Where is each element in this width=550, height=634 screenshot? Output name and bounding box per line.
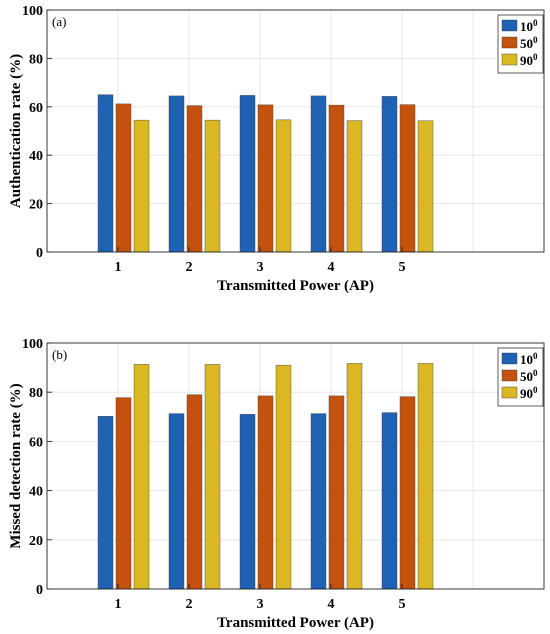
x-tick-label: 5 — [399, 597, 406, 612]
legend-entry: 100 — [520, 18, 538, 34]
y-tick-label: 0 — [36, 246, 43, 261]
legend-swatch — [501, 386, 518, 399]
y-tick-label: 0 — [36, 583, 43, 598]
series-50 — [115, 394, 416, 590]
bar — [275, 364, 292, 590]
x-tick-label: 1 — [115, 597, 122, 612]
bar — [417, 120, 434, 253]
bar — [204, 119, 221, 253]
panel-tag: (b) — [52, 347, 67, 362]
bar — [328, 104, 345, 253]
legend-entry: 500 — [520, 35, 538, 51]
chart-panel-2: 0 20 40 60 80 100 1 2 3 4 5 Transmitted Power (AP) M… — [8, 337, 545, 631]
x-tick-label: 3 — [257, 260, 264, 275]
bar — [168, 413, 185, 590]
legend-entry: 100 — [520, 351, 538, 367]
bar — [275, 119, 292, 253]
y-tick-label: 20 — [29, 198, 43, 213]
bar — [399, 104, 416, 253]
y-tick-label: 60 — [29, 101, 43, 116]
x-tick-label: 3 — [257, 597, 264, 612]
bar — [239, 95, 256, 253]
series-10 — [97, 94, 398, 253]
bar — [115, 103, 132, 253]
series-50 — [115, 103, 416, 253]
y-tick-label: 20 — [29, 534, 43, 549]
chart-panel-1: 0 20 40 60 80 100 1 2 3 4 5 Transmitted Power (AP) A… — [8, 4, 545, 294]
x-tick-label: 2 — [186, 597, 193, 612]
bar — [346, 120, 363, 253]
legend-swatch — [501, 369, 518, 382]
series-90 — [133, 119, 434, 253]
bar — [133, 119, 150, 253]
bar — [381, 96, 398, 253]
series-10 — [97, 412, 398, 590]
y-tick-label: 60 — [29, 435, 43, 450]
bar — [381, 412, 398, 590]
legend-swatch — [501, 36, 518, 49]
y-tick-label: 100 — [22, 4, 43, 19]
x-tick-label: 4 — [328, 260, 335, 275]
bar — [417, 363, 434, 590]
y-axis-label: Missed detection rate (%) — [8, 383, 24, 548]
y-tick-label: 40 — [29, 485, 43, 500]
bar — [168, 95, 185, 253]
legend-swatch — [501, 19, 518, 32]
x-tick-label: 1 — [115, 260, 122, 275]
y-tick-label: 80 — [29, 52, 43, 67]
bar — [346, 363, 363, 590]
y-tick-label: 100 — [22, 337, 43, 352]
bar — [239, 414, 256, 590]
y-tick-label: 80 — [29, 386, 43, 401]
bar — [186, 394, 203, 590]
legend-entry: 500 — [520, 368, 538, 384]
legend-entry: 900 — [520, 52, 538, 68]
bar — [310, 95, 327, 253]
bar — [257, 104, 274, 253]
x-axis-label: Transmitted Power (AP) — [217, 615, 374, 631]
x-tick-label: 4 — [328, 597, 335, 612]
panel-tag: (a) — [52, 14, 66, 29]
legend-swatch — [501, 53, 518, 66]
x-tick-label: 2 — [186, 260, 193, 275]
axes-frame — [46, 342, 545, 590]
x-axis-label: Transmitted Power (AP) — [217, 278, 374, 294]
y-axis-label: Authentication rate (%) — [8, 54, 24, 208]
bar — [115, 397, 132, 590]
x-tick-label: 5 — [399, 260, 406, 275]
bar — [133, 364, 150, 590]
axes-frame — [46, 9, 545, 253]
legend-swatch — [501, 352, 518, 365]
bar — [257, 395, 274, 590]
bar — [310, 413, 327, 590]
bar — [328, 395, 345, 590]
bar — [399, 396, 416, 590]
bar — [97, 94, 114, 253]
legend-entry: 900 — [520, 385, 538, 401]
bar — [186, 105, 203, 253]
bar — [204, 364, 221, 590]
bar — [97, 416, 114, 590]
y-tick-label: 40 — [29, 149, 43, 164]
